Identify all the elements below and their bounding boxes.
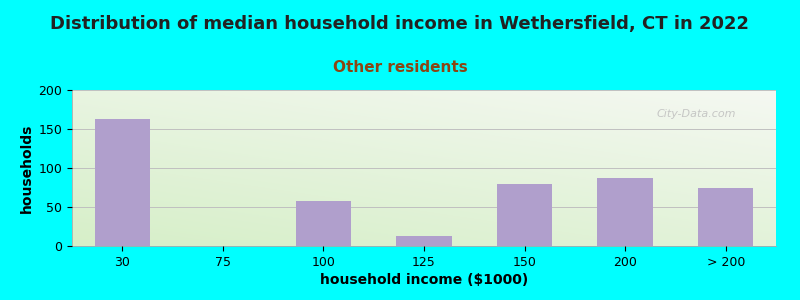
Bar: [698, 188, 754, 246]
Text: City-Data.com: City-Data.com: [656, 109, 736, 119]
Bar: [396, 236, 452, 246]
Y-axis label: households: households: [20, 123, 34, 213]
Bar: [598, 178, 653, 246]
X-axis label: household income ($1000): household income ($1000): [320, 273, 528, 287]
Text: Other residents: Other residents: [333, 60, 467, 75]
Bar: [497, 184, 552, 246]
Text: Distribution of median household income in Wethersfield, CT in 2022: Distribution of median household income …: [50, 15, 750, 33]
Bar: [296, 201, 351, 246]
Bar: [94, 119, 150, 246]
